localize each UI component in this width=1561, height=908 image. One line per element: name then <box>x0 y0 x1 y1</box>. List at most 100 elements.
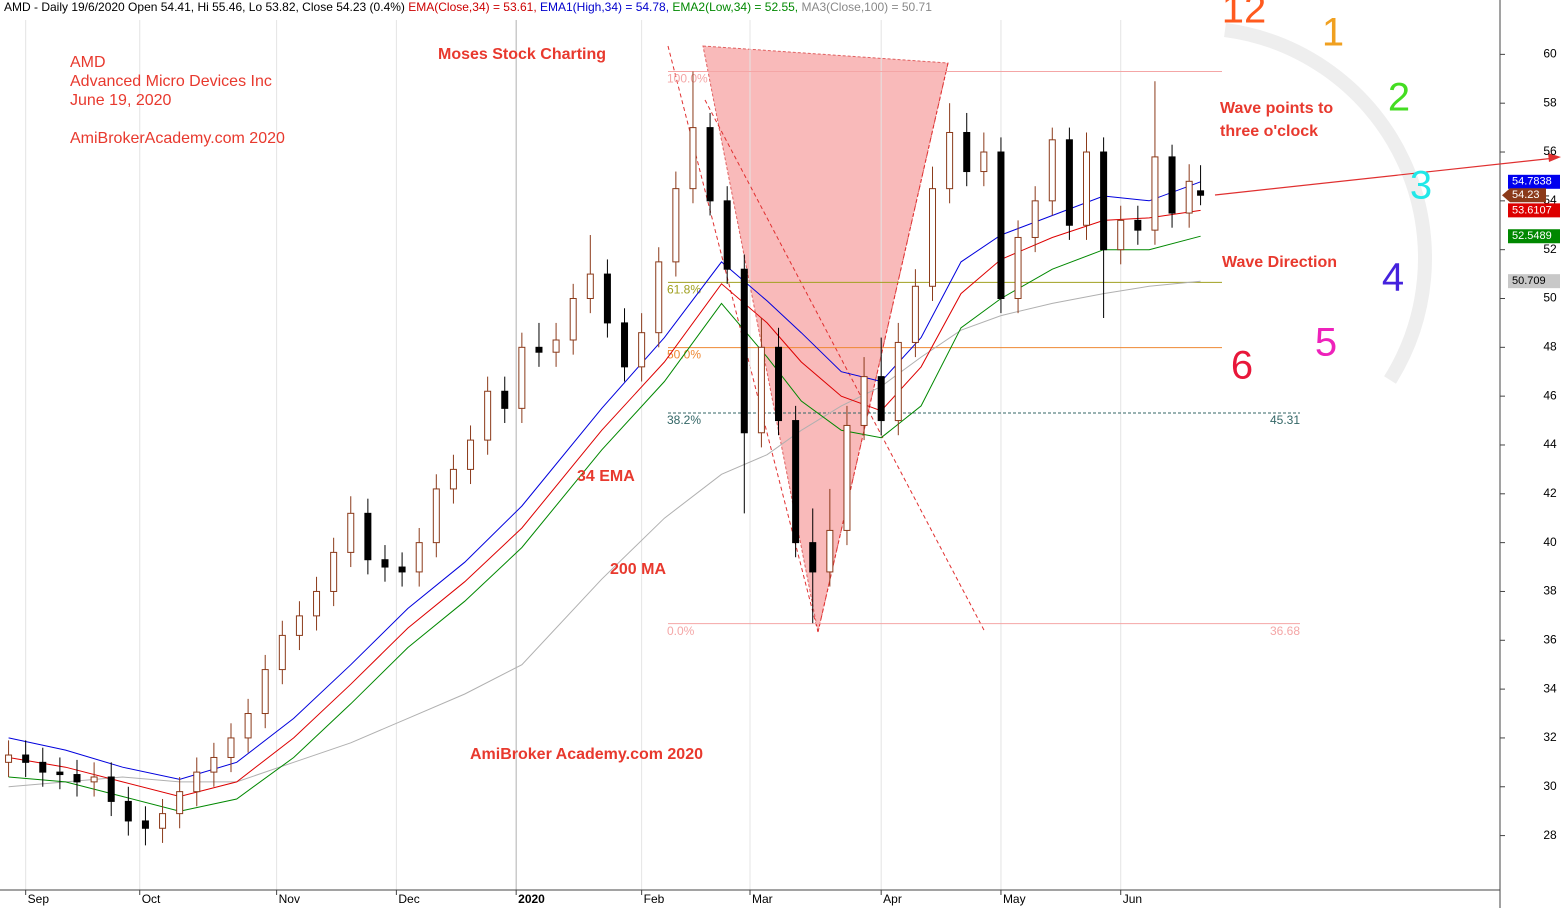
y-tick-label: 32 <box>1543 730 1557 744</box>
candle-body <box>723 200 731 270</box>
candle-body <box>159 813 167 829</box>
candle-body <box>73 774 81 783</box>
candle-body <box>90 776 98 783</box>
candle-body <box>261 669 269 715</box>
fib-label: 0.0% <box>667 624 695 638</box>
candle-body <box>313 590 321 617</box>
candle-body <box>501 390 509 409</box>
candle-body <box>1117 219 1125 251</box>
candle-body <box>5 754 13 763</box>
header-part: EMA2(Low,34) = 52.55, <box>672 0 801 14</box>
value-box-label: 53.6107 <box>1512 204 1552 216</box>
ma-line <box>8 280 1201 788</box>
candle-body <box>227 737 235 758</box>
candle-body <box>997 151 1005 299</box>
candle-body <box>809 542 817 573</box>
candle-body <box>586 273 594 299</box>
annotation: Advanced Micro Devices Inc <box>70 73 272 90</box>
candle-body <box>740 268 748 434</box>
clock-number: 3 <box>1410 164 1432 208</box>
ma-line <box>8 235 1201 812</box>
fib-label: 100.0% <box>667 72 708 86</box>
y-tick-label: 52 <box>1543 242 1557 256</box>
y-tick-label: 36 <box>1543 632 1557 646</box>
candle-body <box>210 756 218 773</box>
close-box <box>1502 188 1546 203</box>
candle-body <box>757 346 765 434</box>
annotation: Wave Direction <box>1222 254 1337 271</box>
candle-body <box>107 776 115 802</box>
candle-body <box>929 188 937 287</box>
candle-body <box>176 791 184 815</box>
clock-number: 1 <box>1322 11 1344 55</box>
candle-body <box>467 439 475 470</box>
candle-body <box>894 341 902 422</box>
candle-body <box>1134 219 1142 231</box>
candle-body <box>706 127 714 202</box>
value-box-label: 54.7838 <box>1512 176 1552 188</box>
x-tick-label: Nov <box>279 892 300 906</box>
candle-body <box>963 131 971 173</box>
candle-body <box>775 346 783 422</box>
header: AMD - Daily 19/6/2020 Open 54.41, Hi 55.… <box>4 0 932 14</box>
y-tick-label: 60 <box>1543 47 1557 61</box>
candle-body <box>980 151 988 173</box>
trend-arrow <box>1214 157 1556 196</box>
candle-body <box>124 800 132 822</box>
pattern-line <box>704 99 986 633</box>
candle-body <box>535 346 543 353</box>
x-tick-label: May <box>1003 892 1026 906</box>
x-tick-label: Apr <box>883 892 902 906</box>
candle-body <box>655 261 663 334</box>
plot: 100.0%61.8%50.0%38.2% 45.310.0% 36.68 <box>5 20 1300 890</box>
annotation: Wave points to <box>1220 100 1333 117</box>
candle-body <box>278 634 286 671</box>
ma-line <box>8 209 1201 798</box>
candle-body <box>689 127 697 190</box>
candle-body <box>330 551 338 592</box>
x-tick-label: Dec <box>398 892 419 906</box>
fib-label: 61.8% <box>667 283 701 297</box>
x-tick-label: Feb <box>644 892 665 906</box>
candle-body <box>603 273 611 324</box>
y-tick-label: 48 <box>1543 339 1557 353</box>
clock-number: 5 <box>1315 321 1337 365</box>
y-tick-label: 40 <box>1543 535 1557 549</box>
clock-arc <box>1224 23 1432 384</box>
header-part: MA3(Close,100) = 50.71 <box>801 0 932 14</box>
value-box <box>1508 174 1560 189</box>
clock-number: 12 <box>1222 0 1267 32</box>
candle-body <box>1185 180 1193 214</box>
candle-body <box>1048 139 1056 202</box>
header-part: EMA(Close,34) = 53.61, <box>408 0 540 14</box>
candle-body <box>792 420 800 544</box>
candle-body <box>141 820 149 829</box>
header-part: EMA1(High,34) = 54.78, <box>540 0 672 14</box>
candle-body <box>364 512 372 561</box>
y-tick-label: 38 <box>1543 584 1557 598</box>
y-tick-label: 34 <box>1543 681 1557 695</box>
candle-body <box>877 376 885 422</box>
annotation: 200 MA <box>610 561 666 578</box>
candle-body <box>946 131 954 190</box>
fib-label: 38.2% <box>667 413 701 427</box>
candle-body <box>911 285 919 343</box>
ma-line <box>8 181 1201 780</box>
candle-body <box>381 559 389 568</box>
y-tick-label: 42 <box>1543 486 1557 500</box>
candle-body <box>484 390 492 441</box>
y-tick-label: 28 <box>1543 828 1557 842</box>
candle-body <box>1031 200 1039 238</box>
candle-body <box>22 754 30 763</box>
y-tick-label: 50 <box>1543 291 1557 305</box>
clock-number: 2 <box>1388 76 1410 120</box>
annotation: AmiBrokerAcademy.com 2020 <box>70 130 285 147</box>
candle-body <box>244 713 252 739</box>
fib-right-label: 45.31 <box>1270 413 1300 427</box>
candle-body <box>518 346 526 409</box>
y-tick-label: 44 <box>1543 437 1557 451</box>
candle-body <box>347 512 355 553</box>
candle-body <box>449 468 457 490</box>
candle-body <box>621 322 629 368</box>
